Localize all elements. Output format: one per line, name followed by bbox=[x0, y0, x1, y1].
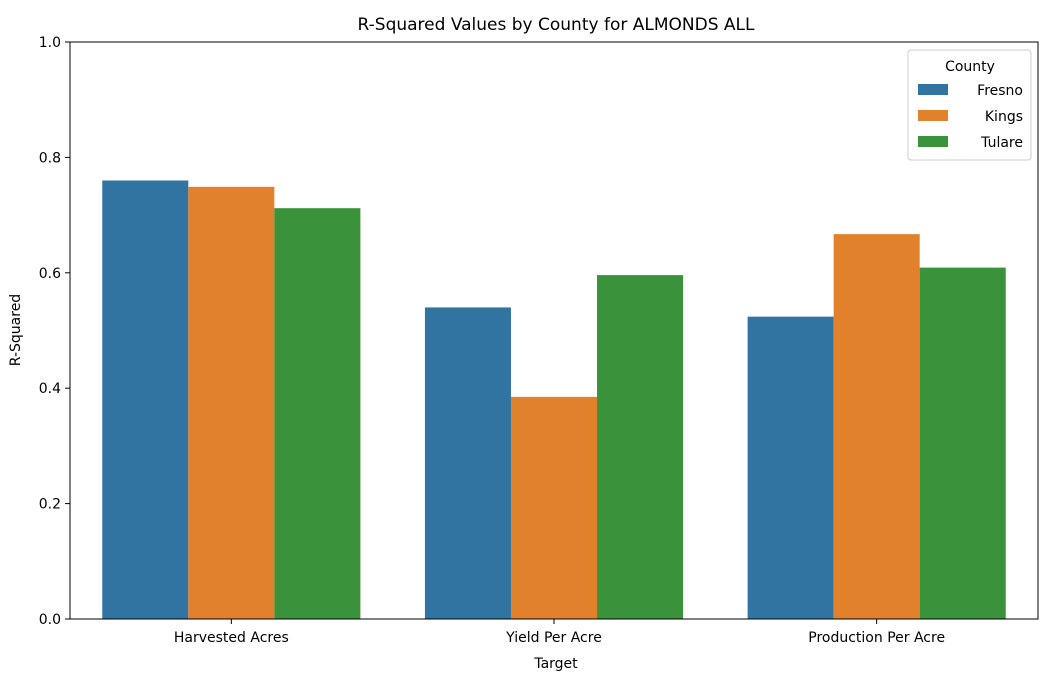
y-tick-label: 0.8 bbox=[39, 150, 61, 166]
y-axis-ticks: 0.0 0.2 0.4 0.6 0.8 1.0 bbox=[39, 35, 70, 628]
bar-tulare-3 bbox=[919, 267, 1006, 619]
y-tick-label: 0.6 bbox=[39, 266, 61, 282]
y-tick-label: 0.4 bbox=[39, 381, 61, 397]
bars-layer bbox=[102, 180, 1006, 620]
chart-title: R-Squared Values by County for ALMONDS A… bbox=[358, 15, 755, 35]
bar-kings-2 bbox=[510, 396, 598, 619]
x-tick-label: Production Per Acre bbox=[808, 630, 945, 646]
legend-swatch-fresno bbox=[918, 84, 948, 95]
legend-label-tulare: Tulare bbox=[980, 135, 1023, 151]
y-tick-label: 0.2 bbox=[39, 497, 61, 513]
legend-swatch-kings bbox=[918, 110, 948, 121]
bar-fresno-2 bbox=[424, 307, 511, 619]
bar-tulare-1 bbox=[274, 208, 361, 619]
x-axis-label: Target bbox=[533, 656, 578, 672]
x-axis-ticks: Harvested Acres Yield Per Acre Production … bbox=[174, 619, 945, 646]
bar-tulare-2 bbox=[597, 275, 684, 619]
legend-label-kings: Kings bbox=[985, 109, 1023, 125]
legend: County Fresno Kings Tulare bbox=[907, 49, 1032, 161]
bar-fresno-1 bbox=[102, 180, 189, 620]
y-axis-label: R-Squared bbox=[8, 294, 24, 366]
bar-fresno-3 bbox=[747, 316, 834, 619]
legend-box bbox=[907, 49, 1032, 161]
legend-label-fresno: Fresno bbox=[977, 83, 1023, 99]
bar-kings-3 bbox=[833, 234, 920, 619]
bar-kings-1 bbox=[188, 186, 275, 619]
legend-entries: Fresno Kings Tulare bbox=[918, 83, 1023, 151]
y-tick-label: 1.0 bbox=[39, 35, 61, 51]
y-tick-label: 0.0 bbox=[39, 612, 61, 628]
legend-title: County bbox=[945, 59, 995, 75]
x-tick-label: Harvested Acres bbox=[174, 630, 289, 646]
x-tick-label: Yield Per Acre bbox=[505, 630, 602, 646]
legend-swatch-tulare bbox=[918, 136, 948, 147]
